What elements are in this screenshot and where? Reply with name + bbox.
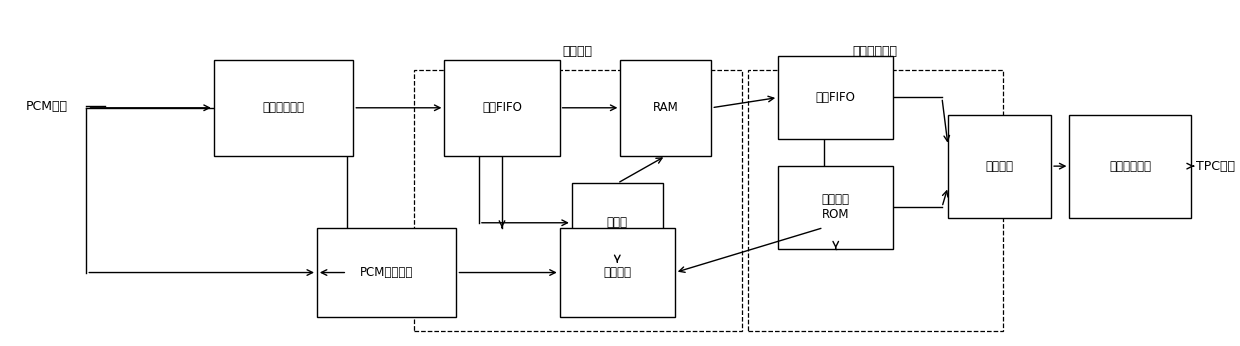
Bar [1069,115,1190,218]
Bar [444,60,559,156]
Text: PCM检测模块: PCM检测模块 [360,266,413,279]
Text: 编码模块: 编码模块 [563,45,593,58]
Bar [572,183,663,262]
Text: 串并转换模块: 串并转换模块 [263,101,305,114]
Text: 并串转换模块: 并串转换模块 [1109,160,1151,173]
Bar [414,70,742,331]
Text: 编码器: 编码器 [606,216,627,229]
Text: 数据选择: 数据选择 [986,160,1013,173]
Bar [559,228,675,317]
Bar [949,115,1052,218]
Text: RAM: RAM [653,101,678,114]
Bar [317,228,456,317]
Text: 填充数据
ROM: 填充数据 ROM [822,193,849,221]
Text: PCM输入: PCM输入 [26,100,68,112]
Text: 输出FIFO: 输出FIFO [816,91,856,104]
Text: 输入FIFO: 输入FIFO [482,101,522,114]
Bar [777,56,893,139]
Bar [777,166,893,248]
Bar [748,70,1003,331]
Bar [620,60,712,156]
Bar [213,60,353,156]
Text: TPC输出: TPC输出 [1195,160,1235,173]
Text: 状态管理: 状态管理 [604,266,631,279]
Text: 输出缓存模块: 输出缓存模块 [853,45,898,58]
